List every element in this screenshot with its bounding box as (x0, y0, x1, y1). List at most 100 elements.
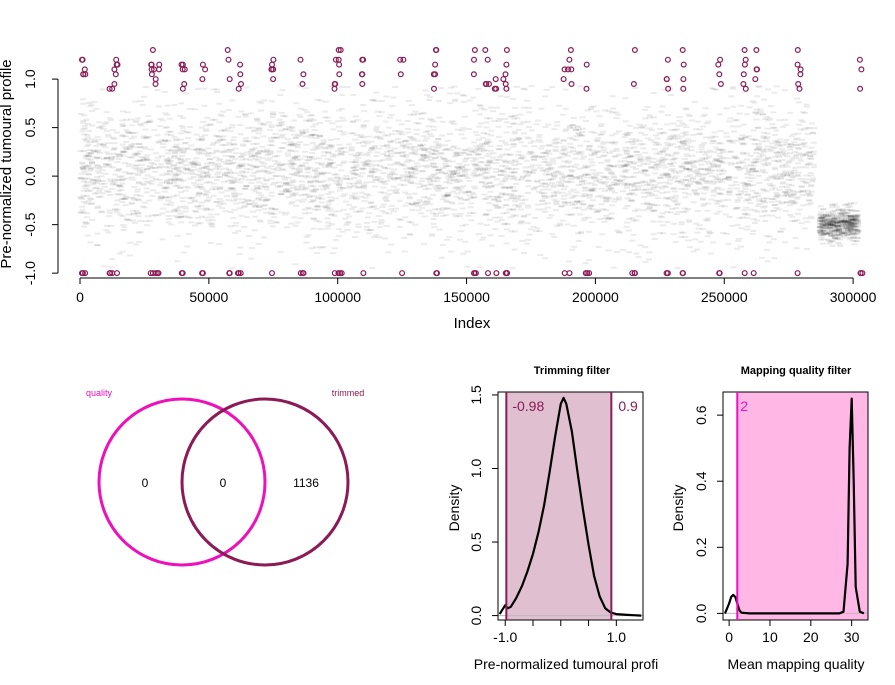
scatter-point (394, 151, 401, 154)
scatter-point (114, 199, 121, 202)
scatter-point (779, 201, 786, 204)
scatter-point (87, 241, 94, 244)
scatter-point (693, 193, 700, 196)
scatter-point (594, 139, 601, 142)
scatter-point (227, 225, 234, 228)
scatter-point (827, 229, 834, 232)
scatter-point (436, 116, 443, 119)
scatter-point (843, 226, 850, 229)
scatter-point (261, 208, 268, 211)
scatter-point (568, 201, 575, 204)
scatter-point (809, 190, 815, 193)
scatter-point (405, 220, 412, 223)
scatter-point (156, 165, 163, 168)
scatter-point (483, 126, 490, 129)
scatter-point (165, 152, 172, 155)
scatter-point (389, 172, 396, 175)
scatter-point (530, 140, 537, 143)
scatter-point (180, 251, 187, 254)
scatter-point (377, 179, 384, 182)
scatter-point (817, 223, 824, 226)
scatter-point (279, 147, 286, 150)
scatter-point (706, 155, 712, 158)
scatter-point (249, 148, 256, 151)
scatter-point (630, 166, 636, 169)
scatter-point (146, 181, 153, 184)
scatter-point (78, 197, 85, 200)
scatter-point (282, 128, 289, 131)
scatter-point (711, 189, 718, 192)
scatter-point (733, 139, 740, 142)
scatter-point (87, 152, 94, 155)
scatter-point (656, 182, 663, 185)
scatter-point (101, 265, 108, 268)
density-frame (722, 391, 869, 621)
scatter-point (677, 180, 684, 183)
scatter-point (850, 232, 857, 235)
scatter-point (264, 166, 271, 169)
scatter-point (314, 161, 321, 164)
scatter-point (694, 181, 701, 184)
scatter-point (833, 222, 840, 224)
scatter-point (132, 221, 139, 224)
scatter-point (627, 124, 634, 127)
scatter-point (511, 248, 518, 251)
scatter-point (660, 224, 667, 227)
scatter-point (149, 179, 156, 182)
scatter-point (181, 142, 188, 145)
scatter-point (585, 216, 592, 219)
scatter-point (427, 118, 434, 121)
scatter-point (706, 149, 713, 152)
scatter-point (242, 115, 249, 118)
scatter-point (588, 108, 595, 110)
scatter-point (130, 178, 137, 181)
scatter-point (511, 117, 517, 120)
scatter-point (243, 167, 250, 170)
scatter-point (388, 204, 395, 207)
scatter-point (373, 129, 380, 132)
scatter-point (745, 171, 752, 174)
scatter-point (684, 185, 691, 188)
scatter-point (650, 116, 657, 119)
scatter-point (726, 176, 732, 179)
scatter-point (165, 215, 172, 217)
scatter-point (760, 210, 767, 213)
scatter-point (126, 213, 133, 216)
scatter-point (134, 188, 141, 191)
scatter-point (634, 151, 640, 153)
scatter-point (167, 182, 173, 185)
scatter-point (247, 168, 254, 171)
scatter-point (835, 224, 842, 227)
scatter-point (132, 131, 139, 134)
scatter-point (554, 224, 560, 227)
scatter-point (413, 203, 419, 206)
scatter-point (177, 162, 184, 165)
scatter-point (734, 187, 740, 190)
scatter-point (170, 195, 177, 198)
scatter-point (787, 143, 794, 145)
scatter-point (474, 147, 481, 150)
scatter-point (249, 199, 256, 202)
scatter-point (837, 234, 844, 236)
scatter-point (470, 173, 477, 176)
scatter-point (802, 153, 809, 156)
scatter-point (631, 140, 638, 143)
scatter-point (782, 152, 789, 155)
scatter-point (834, 228, 841, 231)
scatter-point (796, 152, 803, 155)
scatter-point (579, 131, 586, 134)
scatter-point (114, 178, 121, 181)
scatter-flagged-point (750, 270, 757, 277)
scatter-point (489, 175, 496, 178)
scatter-point (786, 204, 793, 207)
scatter-point (79, 161, 86, 164)
scatter-point (289, 194, 296, 197)
scatter-point (723, 132, 729, 135)
scatter-point (832, 226, 839, 229)
scatter-point (712, 158, 719, 161)
scatter-point (464, 157, 471, 160)
scatter-point (305, 119, 312, 122)
scatter-point (176, 169, 183, 172)
scatter-point (267, 222, 274, 225)
scatter-point (101, 185, 108, 188)
